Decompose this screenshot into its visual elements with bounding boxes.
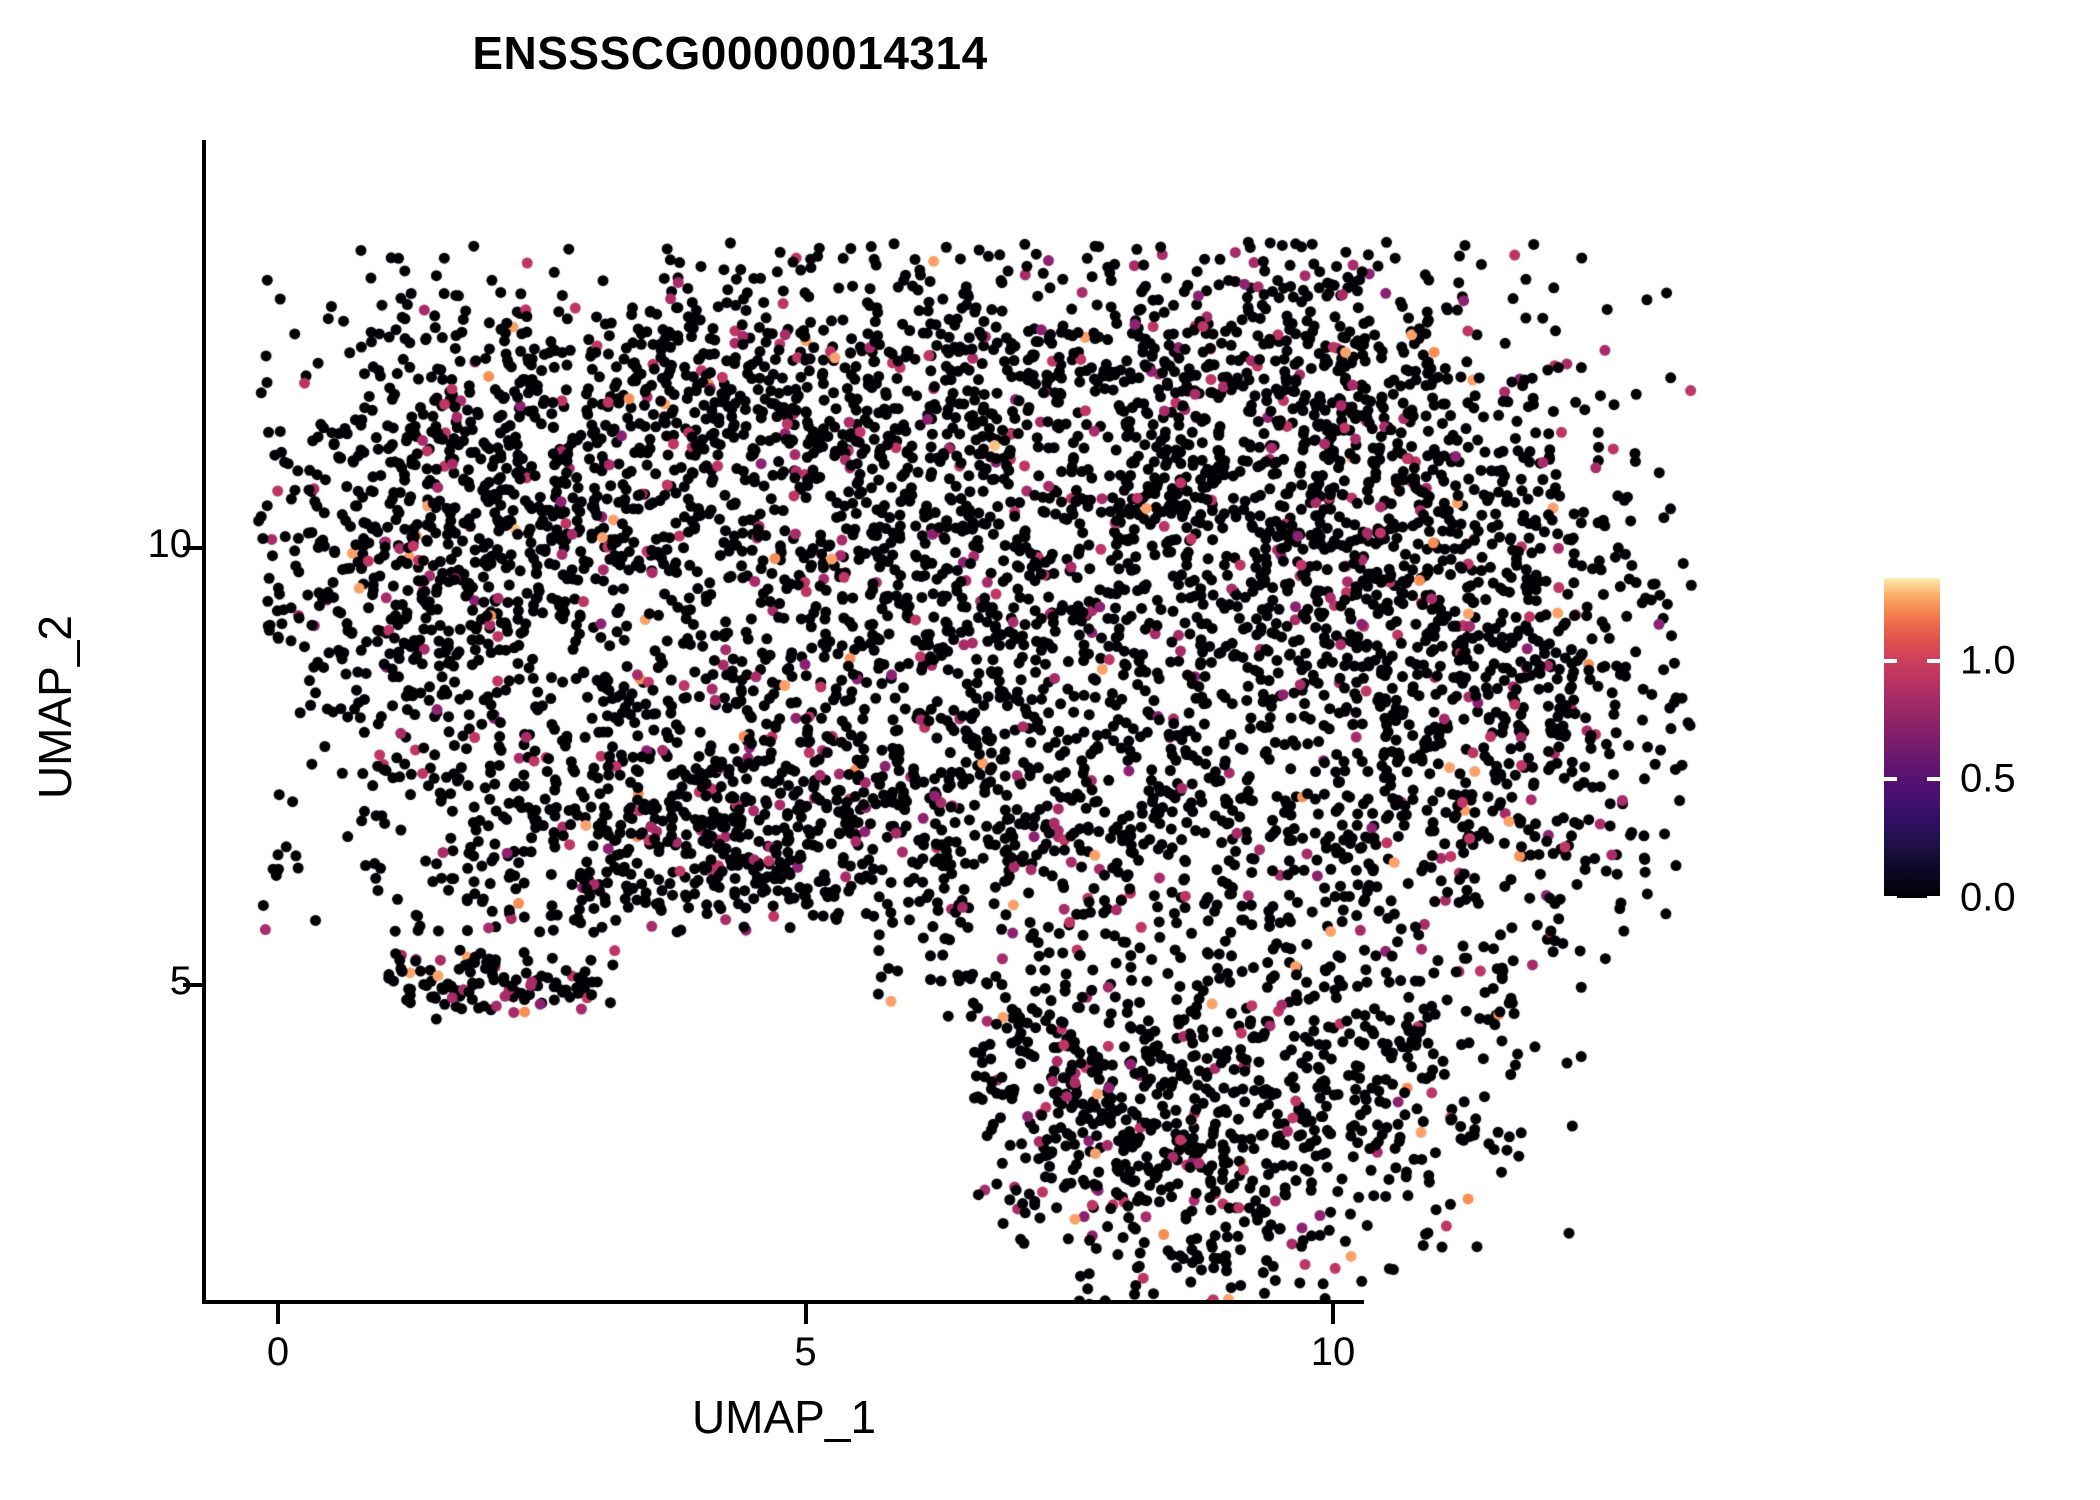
y-tick-mark: [183, 546, 203, 550]
x-axis-line: [202, 1300, 1364, 1304]
y-axis-line: [202, 140, 206, 1304]
color-legend[interactable]: 0.0 0.5 1.0: [1884, 578, 2016, 920]
x-tick-mark: [276, 1304, 280, 1324]
colorbar-tick-mark: [1884, 777, 1897, 782]
colorbar-tick-mark: [1927, 777, 1940, 782]
x-tick-label: 0: [266, 1330, 290, 1374]
colorbar-tick-label: 0.5: [1960, 756, 2016, 801]
x-tick-label: 5: [794, 1330, 817, 1374]
scatter-points-layer: [203, 140, 1853, 1302]
y-tick-mark: [183, 983, 203, 987]
colorbar-tick-label: 0.0: [1960, 875, 2016, 920]
colorbar-tick-mark: [1927, 658, 1940, 663]
page-title: ENSSSCG00000014314: [472, 27, 988, 79]
colorbar-gradient: [1884, 578, 1940, 898]
x-tick-mark: [803, 1304, 808, 1324]
x-tick-label: 10: [1310, 1330, 1356, 1374]
x-tick-mark: [1331, 1304, 1335, 1324]
colorbar-tick-label: 1.0: [1960, 638, 2016, 683]
x-axis-title: UMAP_1: [691, 1391, 877, 1443]
y-axis-title: UMAP_2: [29, 614, 81, 800]
y-tick-label: 5: [169, 959, 192, 1003]
scatter-plot-panel[interactable]: [203, 140, 1853, 1302]
y-tick-label: 10: [147, 522, 193, 566]
colorbar-tick-mark: [1884, 896, 1897, 900]
colorbar-tick-mark: [1927, 896, 1940, 900]
colorbar-tick-mark: [1884, 658, 1897, 663]
